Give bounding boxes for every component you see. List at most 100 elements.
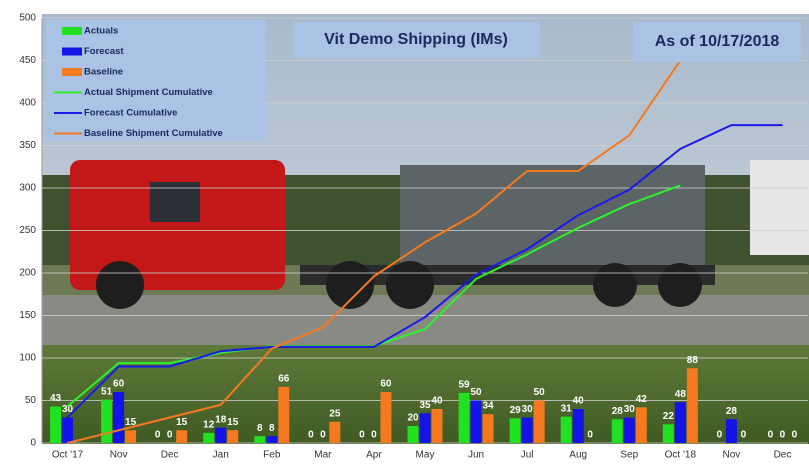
- bar: [101, 400, 112, 443]
- legend-label: Forecast Cumulative: [84, 108, 177, 119]
- legend-swatch: [62, 48, 82, 56]
- bar: [471, 401, 482, 444]
- value-label: 42: [636, 394, 648, 405]
- x-tick-label: Dec: [161, 450, 179, 461]
- bar: [675, 402, 686, 443]
- value-label: 40: [431, 396, 443, 407]
- value-label: 22: [663, 411, 675, 422]
- y-tick-label: 400: [19, 98, 36, 109]
- bar: [573, 409, 584, 443]
- value-label: 31: [561, 403, 573, 414]
- bar: [266, 436, 277, 443]
- value-label: 12: [203, 419, 215, 430]
- value-label: 0: [792, 430, 798, 441]
- bar: [254, 436, 265, 443]
- y-tick-label: 50: [25, 395, 37, 406]
- bar: [125, 430, 136, 443]
- legend-label: Forecast: [84, 46, 124, 57]
- value-label: 0: [780, 430, 786, 441]
- value-label: 0: [768, 430, 774, 441]
- bar: [215, 428, 226, 443]
- x-tick-label: Jul: [521, 450, 534, 461]
- bar: [380, 392, 391, 443]
- legend-swatch: [62, 27, 82, 35]
- chart-title: Vit Demo Shipping (IMs): [324, 31, 508, 48]
- value-label: 8: [269, 423, 275, 434]
- x-tick-label: Apr: [366, 450, 382, 461]
- value-label: 0: [371, 430, 377, 441]
- value-label: 28: [726, 406, 738, 417]
- chart: 050100150200250300350400450500Oct '17Nov…: [0, 0, 809, 465]
- bar: [278, 387, 289, 443]
- legend-label: Actuals: [84, 26, 118, 37]
- bar: [561, 417, 572, 443]
- bar: [612, 419, 623, 443]
- legend-box: [46, 20, 266, 141]
- bar: [420, 413, 431, 443]
- legend-label: Baseline Shipment Cumulative: [84, 128, 223, 139]
- legend-swatch: [62, 68, 82, 76]
- value-label: 0: [741, 430, 747, 441]
- value-label: 28: [612, 406, 624, 417]
- bar: [113, 392, 124, 443]
- value-label: 43: [50, 393, 62, 404]
- annotation: As of 10/17/2018: [655, 33, 780, 50]
- bar: [534, 401, 545, 444]
- bar: [62, 418, 73, 444]
- value-label: 50: [471, 387, 483, 398]
- value-label: 30: [624, 404, 636, 415]
- bar: [329, 422, 340, 443]
- value-label: 0: [320, 430, 326, 441]
- value-label: 51: [101, 386, 113, 397]
- value-label: 66: [278, 374, 290, 385]
- y-tick-label: 0: [30, 438, 36, 449]
- value-label: 0: [717, 430, 723, 441]
- value-label: 0: [155, 430, 161, 441]
- bar: [636, 407, 647, 443]
- value-label: 60: [380, 379, 392, 390]
- bar: [510, 418, 521, 443]
- y-tick-label: 500: [19, 13, 36, 24]
- y-tick-label: 450: [19, 55, 36, 66]
- bar: [408, 426, 419, 443]
- bar: [203, 433, 214, 443]
- value-label: 0: [308, 430, 314, 441]
- x-tick-label: Feb: [263, 450, 281, 461]
- x-tick-label: Oct '17: [52, 450, 84, 461]
- value-label: 40: [573, 396, 585, 407]
- value-label: 8: [257, 423, 263, 434]
- value-label: 48: [675, 389, 687, 400]
- y-tick-label: 100: [19, 353, 36, 364]
- y-tick-label: 300: [19, 183, 36, 194]
- value-label: 0: [359, 430, 365, 441]
- x-tick-label: Aug: [569, 450, 587, 461]
- value-label: 20: [407, 413, 419, 424]
- x-tick-label: Jan: [213, 450, 229, 461]
- bar: [663, 424, 674, 443]
- value-label: 0: [587, 430, 593, 441]
- value-label: 30: [522, 404, 534, 415]
- x-tick-label: May: [416, 450, 435, 461]
- y-tick-label: 150: [19, 310, 36, 321]
- value-label: 29: [510, 405, 522, 416]
- x-tick-label: Nov: [723, 450, 741, 461]
- value-label: 60: [113, 379, 125, 390]
- bar: [522, 418, 533, 444]
- y-tick-label: 200: [19, 268, 36, 279]
- value-label: 18: [215, 414, 227, 425]
- y-tick-label: 350: [19, 140, 36, 151]
- bar: [483, 414, 494, 443]
- y-tick-label: 250: [19, 225, 36, 236]
- value-label: 59: [459, 379, 471, 390]
- bar: [50, 406, 61, 443]
- x-tick-label: Mar: [314, 450, 332, 461]
- value-label: 25: [329, 408, 341, 419]
- bar: [459, 393, 470, 443]
- x-tick-label: Dec: [774, 450, 792, 461]
- value-label: 15: [227, 417, 239, 428]
- x-tick-label: Nov: [110, 450, 128, 461]
- value-label: 35: [419, 400, 431, 411]
- x-tick-label: Jun: [468, 450, 484, 461]
- legend-label: Actual Shipment Cumulative: [84, 87, 213, 98]
- value-label: 15: [176, 417, 188, 428]
